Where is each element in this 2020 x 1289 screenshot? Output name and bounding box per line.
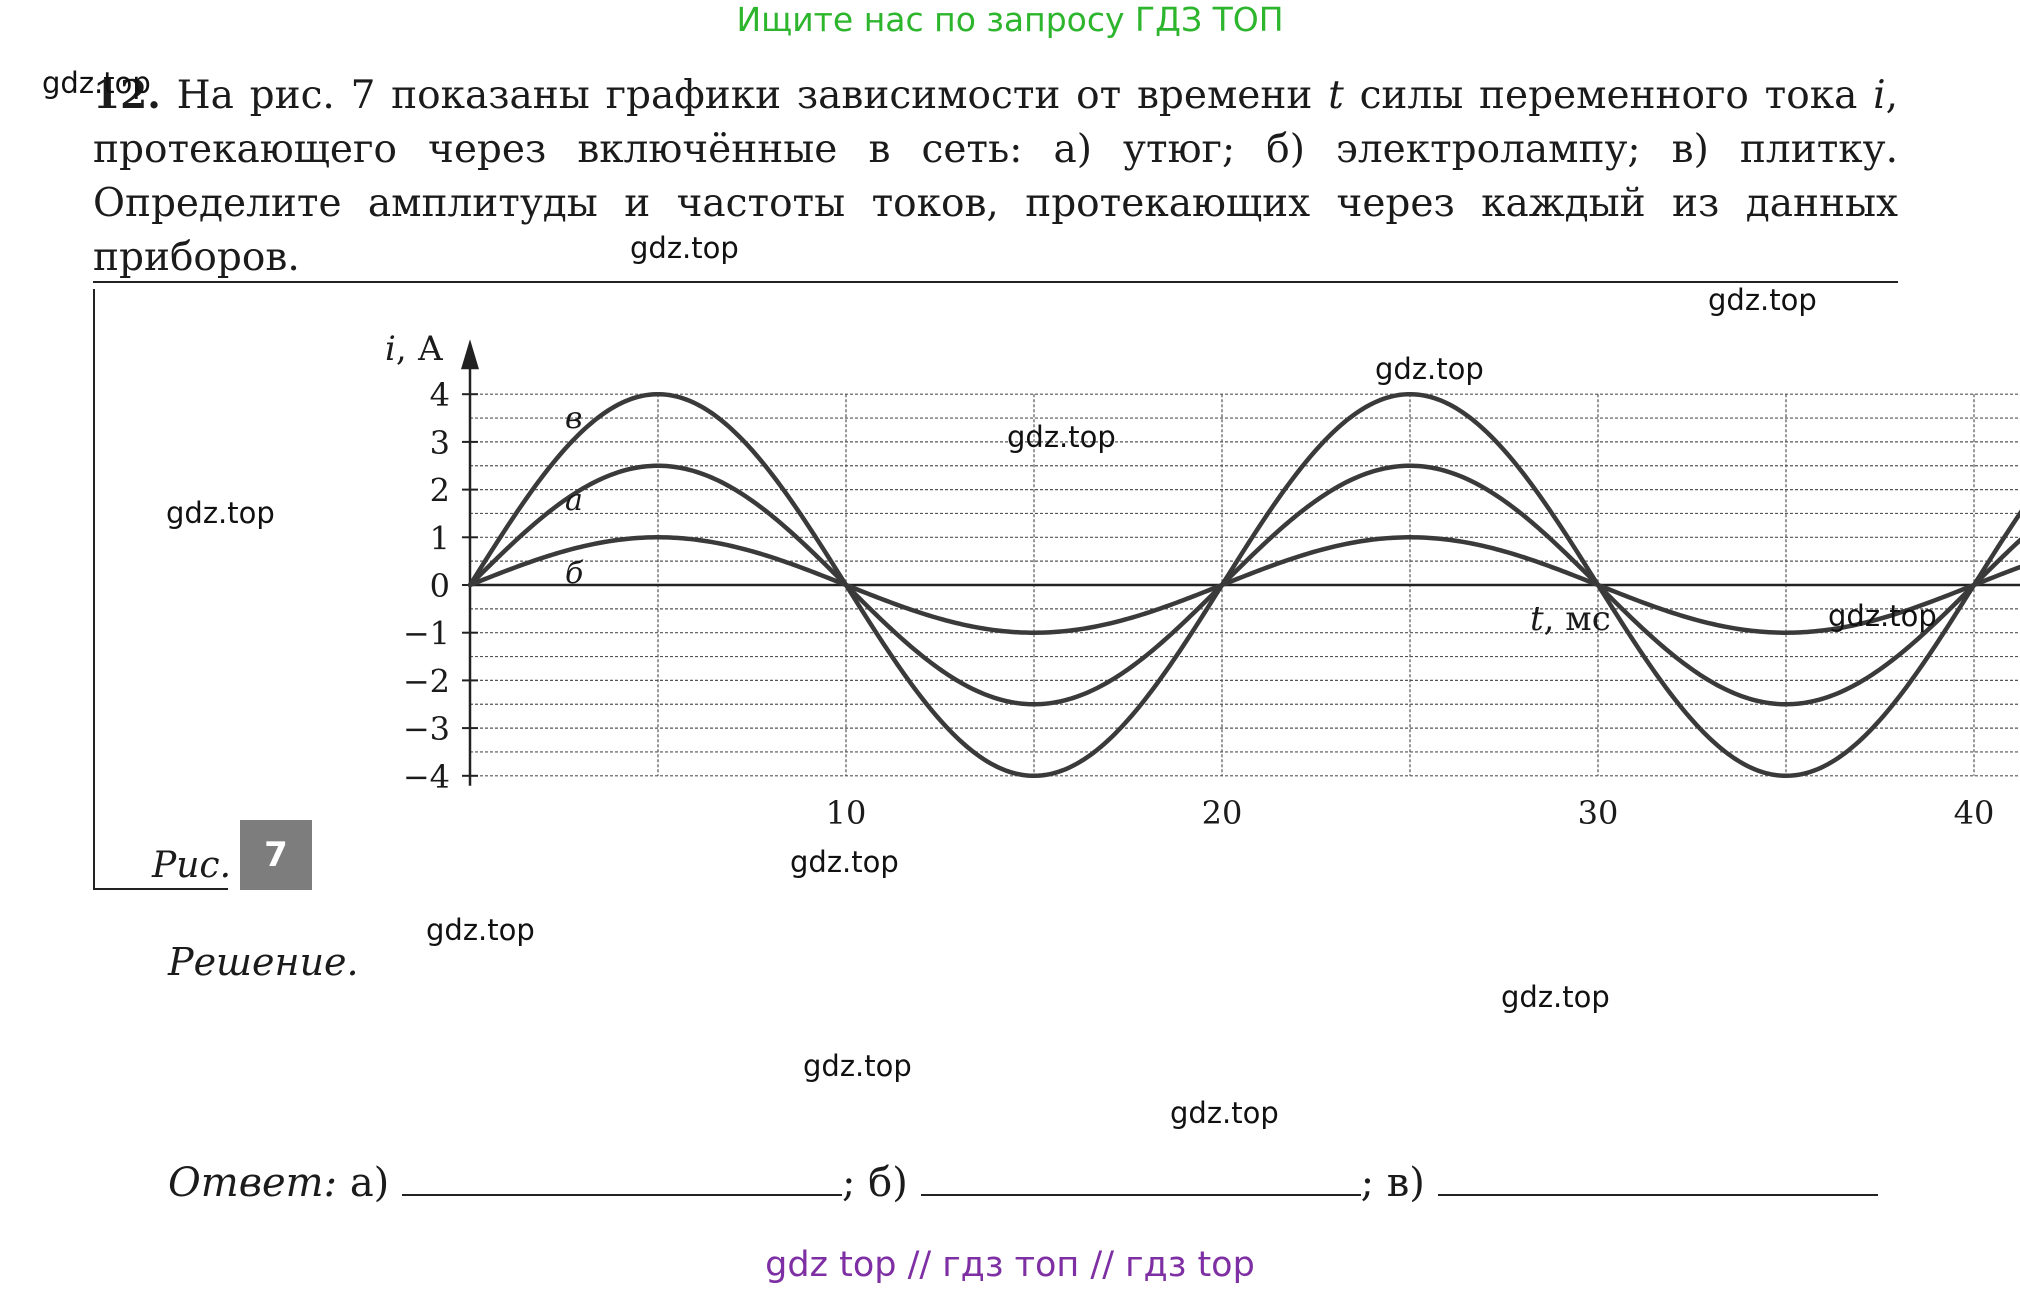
- watermark: gdz.top: [166, 496, 275, 530]
- answer-line: Ответ: а) ; б) ; в): [168, 1160, 1878, 1206]
- x-tick-label: 30: [1578, 794, 1619, 832]
- answer-option-b: ; б): [841, 1160, 908, 1206]
- answer-blank-a[interactable]: [401, 1164, 842, 1196]
- answer-blank-c[interactable]: [1437, 1164, 1878, 1196]
- series-label: б: [565, 556, 584, 591]
- y-axis-label: i, А: [385, 329, 443, 369]
- variable-i: i: [1873, 73, 1886, 118]
- series-line-0: [467, 391, 2020, 779]
- y-tick-label: 4: [430, 376, 450, 414]
- solution-label: Решение.: [168, 940, 359, 984]
- problem-text: 12. На рис. 7 показаны графики зависимос…: [93, 68, 1898, 285]
- answer-blank-b[interactable]: [920, 1164, 1361, 1196]
- watermark: gdz.top: [1708, 283, 1817, 317]
- y-tick-label: −1: [403, 615, 450, 653]
- y-tick-label: 1: [430, 519, 450, 557]
- watermark: gdz.top: [1170, 1096, 1279, 1130]
- answer-option-a: а): [349, 1160, 390, 1206]
- series-label: в: [565, 401, 582, 436]
- figure-caption-label: Рис.: [152, 845, 232, 886]
- chart-axes: [461, 339, 2020, 786]
- search-banner: Ищите нас по запросу ГДЗ ТОП: [736, 0, 1284, 39]
- watermark: gdz.top: [426, 913, 535, 947]
- variable-t: t: [1328, 73, 1344, 118]
- watermark: gdz.top: [1007, 420, 1116, 454]
- problem-part-1: На рис. 7 показаны графики зависимости о…: [160, 73, 1329, 118]
- y-tick-label: 3: [430, 424, 450, 462]
- figure-frame-bottom: [93, 888, 228, 890]
- series-line-1: [467, 463, 2020, 707]
- problem-part-3: , протекающего через включённые в сеть: …: [93, 73, 1898, 280]
- y-axis-arrow: [461, 339, 479, 370]
- footer-links: gdz top // гдз топ // гдз top: [765, 1245, 1255, 1285]
- watermark: gdz.top: [790, 845, 899, 879]
- watermark: gdz.top: [803, 1049, 912, 1083]
- y-tick-label: −2: [403, 662, 450, 700]
- figure-frame-left: [93, 289, 95, 889]
- watermark: gdz.top: [630, 231, 739, 265]
- watermark: gdz.top: [42, 66, 151, 100]
- x-tick-label: 40: [1954, 794, 1995, 832]
- answer-label: Ответ:: [168, 1160, 338, 1206]
- x-axis-label: t, мс: [1530, 599, 1611, 639]
- watermark: gdz.top: [1375, 352, 1484, 386]
- answer-option-c: ; в): [1360, 1160, 1425, 1206]
- x-tick-label: 10: [826, 794, 867, 832]
- y-tick-label: −4: [403, 758, 450, 796]
- y-tick-label: 0: [430, 567, 450, 605]
- watermark: gdz.top: [1501, 980, 1610, 1014]
- y-tick-label: 2: [430, 472, 450, 510]
- x-tick-label: 20: [1202, 794, 1243, 832]
- figure-caption-number: 7: [240, 820, 312, 890]
- y-tick-label: −3: [403, 710, 450, 748]
- series-line-2: [467, 535, 2020, 635]
- figure-top-rule: [93, 281, 1898, 283]
- series-label: а: [565, 483, 583, 518]
- problem-number: 12.: [93, 72, 161, 118]
- chart-series: [467, 391, 2020, 779]
- watermark: gdz.top: [1828, 599, 1937, 633]
- problem-part-2: силы переменного тока: [1343, 73, 1874, 118]
